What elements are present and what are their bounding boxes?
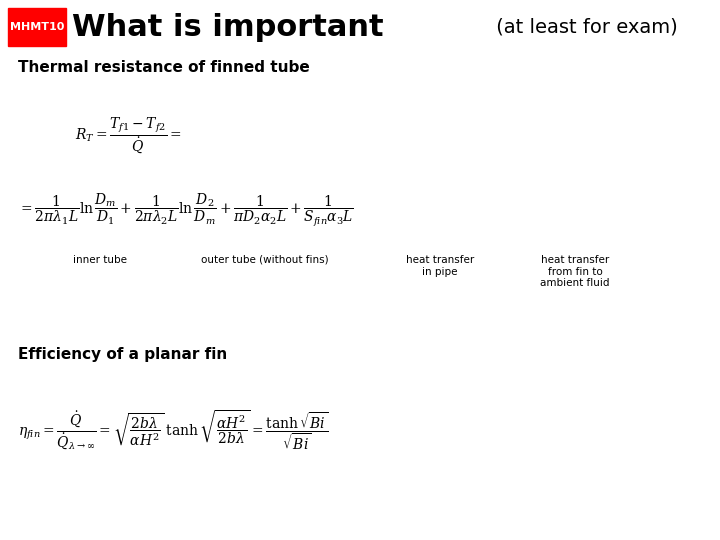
Text: $\eta_{fin} = \dfrac{\dot{Q}}{\dot{Q}_{\lambda\to\infty}}= \sqrt{\dfrac{2b\lambd: $\eta_{fin} = \dfrac{\dot{Q}}{\dot{Q}_{\… <box>18 408 328 451</box>
Text: heat transfer
in pipe: heat transfer in pipe <box>406 255 474 276</box>
Text: $= \dfrac{1}{2\pi\lambda_1 L}\ln\dfrac{D_m}{D_1}+ \dfrac{1}{2\pi\lambda_2 L}\ln\: $= \dfrac{1}{2\pi\lambda_1 L}\ln\dfrac{D… <box>18 192 354 228</box>
Text: outer tube (without fins): outer tube (without fins) <box>201 255 329 265</box>
Text: heat transfer
from fin to
ambient fluid: heat transfer from fin to ambient fluid <box>540 255 610 288</box>
Text: (at least for exam): (at least for exam) <box>490 17 678 37</box>
Text: inner tube: inner tube <box>73 255 127 265</box>
Text: What is important: What is important <box>72 12 384 42</box>
Text: MHMT10: MHMT10 <box>10 22 64 32</box>
Text: Thermal resistance of finned tube: Thermal resistance of finned tube <box>18 60 310 76</box>
Bar <box>8 8 66 46</box>
Text: Efficiency of a planar fin: Efficiency of a planar fin <box>18 348 228 362</box>
Text: $R_T = \dfrac{T_{f1}-T_{f2}}{\dot{Q}} =$: $R_T = \dfrac{T_{f1}-T_{f2}}{\dot{Q}} =$ <box>75 115 181 155</box>
